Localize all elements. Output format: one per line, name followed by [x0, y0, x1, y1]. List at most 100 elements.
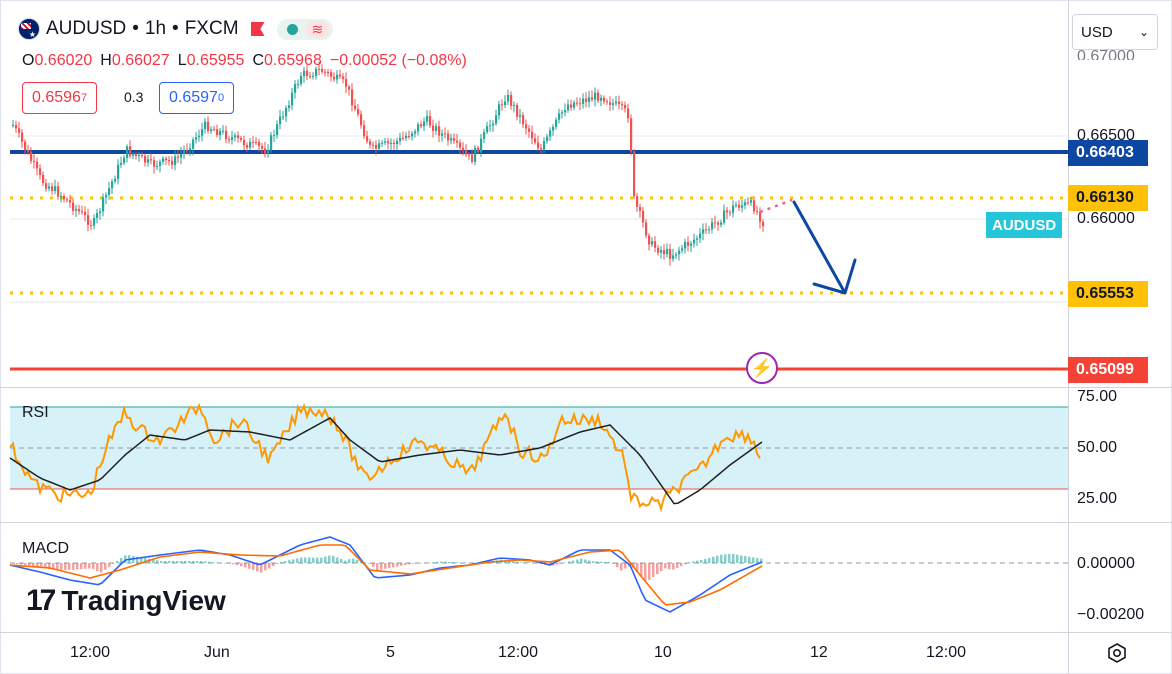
- candle-body: [240, 138, 243, 140]
- candle-body: [471, 154, 474, 162]
- symbol-header[interactable]: AUDUSD • 1h • FXCM ≋: [18, 18, 334, 40]
- pane-separator[interactable]: [0, 522, 1172, 523]
- sell-price-pip: 7: [80, 92, 88, 104]
- candle-body: [531, 131, 534, 139]
- candle-body: [633, 151, 636, 197]
- macd-histogram-bar: [164, 561, 167, 563]
- macd-histogram-bar: [460, 562, 463, 563]
- candle-body: [486, 126, 489, 133]
- candle-body: [675, 254, 678, 256]
- macd-histogram-bar: [448, 561, 451, 563]
- candle-body: [729, 212, 732, 214]
- candle-body: [402, 137, 405, 139]
- candle-body: [462, 147, 465, 151]
- candle-body: [93, 217, 96, 226]
- macd-histogram-bar: [416, 563, 419, 564]
- macd-histogram-bar: [380, 563, 383, 570]
- candle-body: [477, 147, 480, 152]
- candle-body: [654, 241, 657, 248]
- macd-histogram-bar: [648, 563, 651, 580]
- down-arrow-drawing[interactable]: [792, 200, 857, 295]
- candle-body: [603, 97, 606, 102]
- candle-body: [516, 105, 519, 117]
- candle-body: [285, 107, 288, 117]
- macd-histogram-bar: [576, 559, 579, 563]
- macd-histogram-bar: [352, 558, 355, 563]
- macd-histogram-bar: [472, 562, 475, 564]
- time-axis-label: 12:00: [926, 644, 967, 661]
- rsi-pane-label[interactable]: RSI: [22, 404, 49, 421]
- chart-canvas[interactable]: [0, 0, 1068, 632]
- candle-body: [750, 200, 753, 203]
- macd-histogram-bar: [728, 553, 731, 563]
- price-axis[interactable]: [1068, 0, 1172, 632]
- macd-axis-label: −0.00200: [1077, 606, 1145, 623]
- change-value: −0.00052 (−0.08%): [329, 52, 467, 69]
- macd-histogram-bar: [288, 560, 291, 563]
- candle-body: [63, 196, 66, 200]
- symbol-name[interactable]: AUDUSD: [46, 18, 127, 39]
- macd-histogram-bar: [180, 561, 183, 563]
- macd-histogram-bar: [608, 562, 611, 563]
- macd-histogram-bar: [256, 563, 259, 572]
- price-axis-label: 0.66500: [1077, 127, 1135, 144]
- time-axis[interactable]: [0, 632, 1068, 674]
- macd-histogram-bar: [716, 555, 719, 563]
- ohlc-readout: O0.66020 H0.66027 L0.65955 C0.65968 −0.0…: [22, 52, 467, 70]
- candle-body: [762, 221, 765, 227]
- macd-pane-label[interactable]: MACD: [22, 540, 70, 557]
- macd-histogram-bar: [92, 563, 95, 570]
- candle-body: [696, 238, 699, 240]
- macd-histogram-bar: [220, 562, 223, 564]
- interval-label[interactable]: 1h: [144, 18, 167, 39]
- time-axis-label: 12: [810, 644, 828, 661]
- macd-histogram-bar: [328, 555, 331, 563]
- price-tag-upper-dotted[interactable]: 0.66130: [1068, 185, 1148, 211]
- macd-histogram-bar: [696, 560, 699, 563]
- currency-select[interactable]: USD ⌄: [1072, 14, 1158, 50]
- candle-body: [279, 116, 282, 125]
- macd-histogram-bar: [392, 563, 395, 568]
- macd-histogram-bar: [344, 560, 347, 563]
- candle-body: [69, 200, 72, 203]
- macd-histogram-bar: [252, 563, 255, 571]
- candle-body: [528, 128, 531, 132]
- market-status-pill[interactable]: ≋: [276, 18, 334, 40]
- candle-body: [120, 162, 123, 165]
- candle-body: [525, 124, 528, 129]
- candle-body: [480, 138, 483, 152]
- macd-histogram-bar: [384, 563, 387, 569]
- candle-body: [372, 144, 375, 146]
- time-axis-label: 12:00: [498, 644, 539, 661]
- candle-body: [564, 110, 567, 113]
- candle-body: [435, 126, 438, 131]
- candle-body: [666, 248, 669, 255]
- tradingview-logo[interactable]: 17 TradingView: [26, 584, 226, 618]
- price-tag-red-line[interactable]: 0.65099: [1068, 357, 1148, 383]
- candle-body: [45, 183, 48, 189]
- buy-button[interactable]: 0.6597 0: [159, 82, 235, 114]
- price-axis-label: 0.67000: [1077, 48, 1135, 60]
- price-tag-blue-line[interactable]: 0.66403: [1068, 140, 1148, 166]
- macd-histogram-bar: [48, 563, 51, 570]
- macd-histogram-bar: [748, 556, 751, 563]
- candle-body: [183, 149, 186, 154]
- candle-body: [177, 156, 180, 158]
- candle-body: [618, 101, 621, 105]
- candle-body: [288, 105, 291, 108]
- macd-histogram-bar: [140, 557, 143, 563]
- candle-body: [102, 197, 105, 212]
- macd-histogram-bar: [72, 563, 75, 570]
- macd-histogram-bar: [580, 558, 583, 563]
- macd-histogram-bar: [536, 563, 539, 564]
- lightning-icon[interactable]: ⚡: [746, 352, 778, 384]
- macd-histogram-bar: [368, 563, 371, 564]
- candle-body: [27, 150, 30, 152]
- macd-histogram-bar: [184, 561, 187, 563]
- sell-button[interactable]: 0.6596 7: [22, 82, 98, 114]
- pane-separator[interactable]: [0, 387, 1172, 388]
- chart-settings-icon[interactable]: [1106, 642, 1128, 664]
- price-tag-lower-dotted[interactable]: 0.65553: [1068, 281, 1148, 307]
- macd-histogram-bar: [516, 561, 519, 563]
- candle-body: [192, 139, 195, 149]
